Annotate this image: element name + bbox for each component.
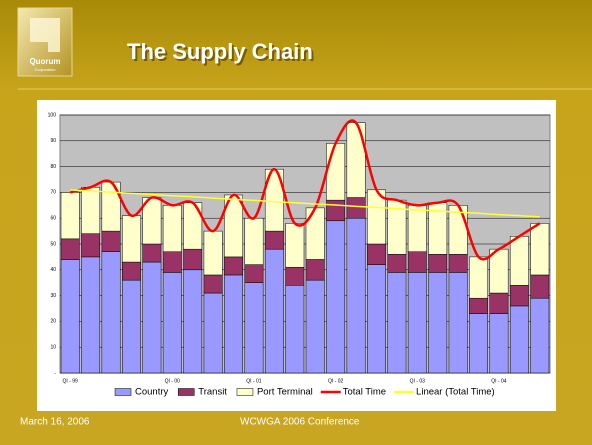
series-line bbox=[69, 119, 541, 261]
bar-segment bbox=[122, 261, 141, 281]
bar-segment bbox=[407, 205, 427, 252]
legend-swatch bbox=[114, 388, 132, 396]
bar-segment bbox=[305, 279, 325, 374]
plot: - 10 20 30 40 50 60 70 80 90 100 QI - 99 QI - 00 QI -… bbox=[48, 112, 550, 384]
bar-segment bbox=[326, 199, 346, 222]
series-line bbox=[70, 189, 540, 218]
bar-segment bbox=[346, 217, 366, 374]
bar-segment bbox=[469, 297, 488, 314]
bar-segment bbox=[101, 230, 121, 252]
bar-segment bbox=[162, 272, 182, 374]
legend-label: Linear (Total Time) bbox=[416, 387, 495, 398]
legend-label: Port Terminal bbox=[257, 387, 313, 398]
bar-segment bbox=[183, 248, 203, 271]
logo-name: Quorum bbox=[29, 57, 60, 66]
bar-segment bbox=[122, 279, 141, 374]
bar-segment bbox=[407, 272, 427, 374]
bar-segment bbox=[162, 205, 182, 252]
x-tick-label: QI - 00 bbox=[165, 378, 181, 384]
y-tick-label: 20 bbox=[50, 319, 56, 325]
legend-swatch bbox=[236, 388, 254, 396]
y-tick-label: 60 bbox=[50, 216, 56, 222]
bar-segment bbox=[387, 254, 407, 273]
title-shadow: The Supply Chain bbox=[129, 41, 315, 66]
bar-segment bbox=[448, 254, 468, 273]
bar-segment bbox=[244, 282, 264, 374]
bar-segment bbox=[530, 274, 550, 299]
bar-segment bbox=[81, 256, 101, 374]
bar-segment bbox=[285, 266, 305, 286]
bar-segment bbox=[285, 223, 305, 268]
bar-segment bbox=[81, 233, 101, 258]
bar-segment bbox=[244, 217, 264, 265]
bar-segment bbox=[60, 259, 80, 374]
bar-segment bbox=[122, 215, 141, 263]
x-tick-label: QI - 04 bbox=[491, 378, 507, 384]
bar-segment bbox=[407, 251, 427, 273]
y-tick-label: 40 bbox=[50, 267, 56, 273]
bar-segment bbox=[203, 230, 223, 276]
logo-mark bbox=[30, 18, 60, 52]
footer-date: March 16, 2006 bbox=[20, 417, 90, 428]
bar-segment bbox=[224, 256, 243, 276]
y-tick-label: 10 bbox=[50, 345, 56, 351]
y-tick-label: - bbox=[54, 370, 56, 376]
bar-segment bbox=[387, 272, 407, 374]
legend-label: Total Time bbox=[343, 387, 386, 398]
y-tick-label: 30 bbox=[50, 293, 56, 299]
bar-segment bbox=[203, 292, 223, 374]
y-tick-label: 100 bbox=[48, 112, 57, 118]
bar-segment bbox=[428, 272, 448, 374]
y-tick-label: 70 bbox=[50, 190, 56, 196]
chart-title: The Supply Chain bbox=[127, 39, 313, 64]
y-tick-label: 90 bbox=[50, 138, 56, 144]
bar-segment bbox=[346, 122, 366, 198]
bar-segment bbox=[428, 254, 448, 273]
bar-segment bbox=[326, 143, 346, 201]
bar-segment bbox=[244, 264, 264, 283]
bar-segment bbox=[60, 192, 80, 240]
bar-segment bbox=[530, 297, 550, 374]
x-tick-label: QI - 99 bbox=[63, 378, 79, 384]
legend-label: Country bbox=[135, 387, 169, 398]
bar-segment bbox=[60, 238, 80, 260]
bar-segment bbox=[367, 243, 386, 265]
bar-segment bbox=[367, 264, 386, 374]
bar-segment bbox=[530, 223, 550, 276]
bar-segment bbox=[142, 243, 162, 263]
bar-segment bbox=[448, 272, 468, 374]
bar-segment bbox=[305, 207, 325, 260]
bar-segment bbox=[489, 292, 509, 314]
footer-event: WCWGA 2006 Conference bbox=[240, 417, 360, 428]
bar-segment bbox=[509, 236, 529, 286]
x-tick-label: QI - 02 bbox=[328, 378, 344, 384]
bar-segment bbox=[326, 220, 346, 374]
bar-segment bbox=[162, 251, 182, 273]
bar-segment bbox=[81, 186, 101, 234]
y-tick-label: 80 bbox=[50, 164, 56, 170]
bar-segment bbox=[264, 248, 284, 374]
bar-segment bbox=[203, 274, 223, 294]
bar-segment bbox=[346, 197, 366, 219]
bar-segment bbox=[489, 248, 509, 294]
y-tick-label: 50 bbox=[50, 241, 56, 247]
bar-segment bbox=[264, 230, 284, 250]
legend-label: Transit bbox=[198, 387, 227, 398]
bar-segment bbox=[101, 251, 121, 374]
bar-segment bbox=[142, 261, 162, 374]
bar-segment bbox=[489, 313, 509, 374]
bar-segment bbox=[183, 269, 203, 374]
x-tick-label: QI - 01 bbox=[246, 378, 262, 384]
bar-segment bbox=[224, 274, 243, 374]
bar-segment bbox=[305, 259, 325, 281]
bar-segment bbox=[509, 285, 529, 307]
logo-subtitle: Corporation bbox=[35, 67, 56, 72]
bar-segment bbox=[469, 256, 488, 299]
bar-segment bbox=[469, 313, 488, 374]
bar-segment bbox=[285, 285, 305, 374]
legend-swatch bbox=[178, 388, 195, 396]
bar-segment bbox=[509, 305, 529, 374]
x-tick-label: QI - 03 bbox=[410, 378, 426, 384]
